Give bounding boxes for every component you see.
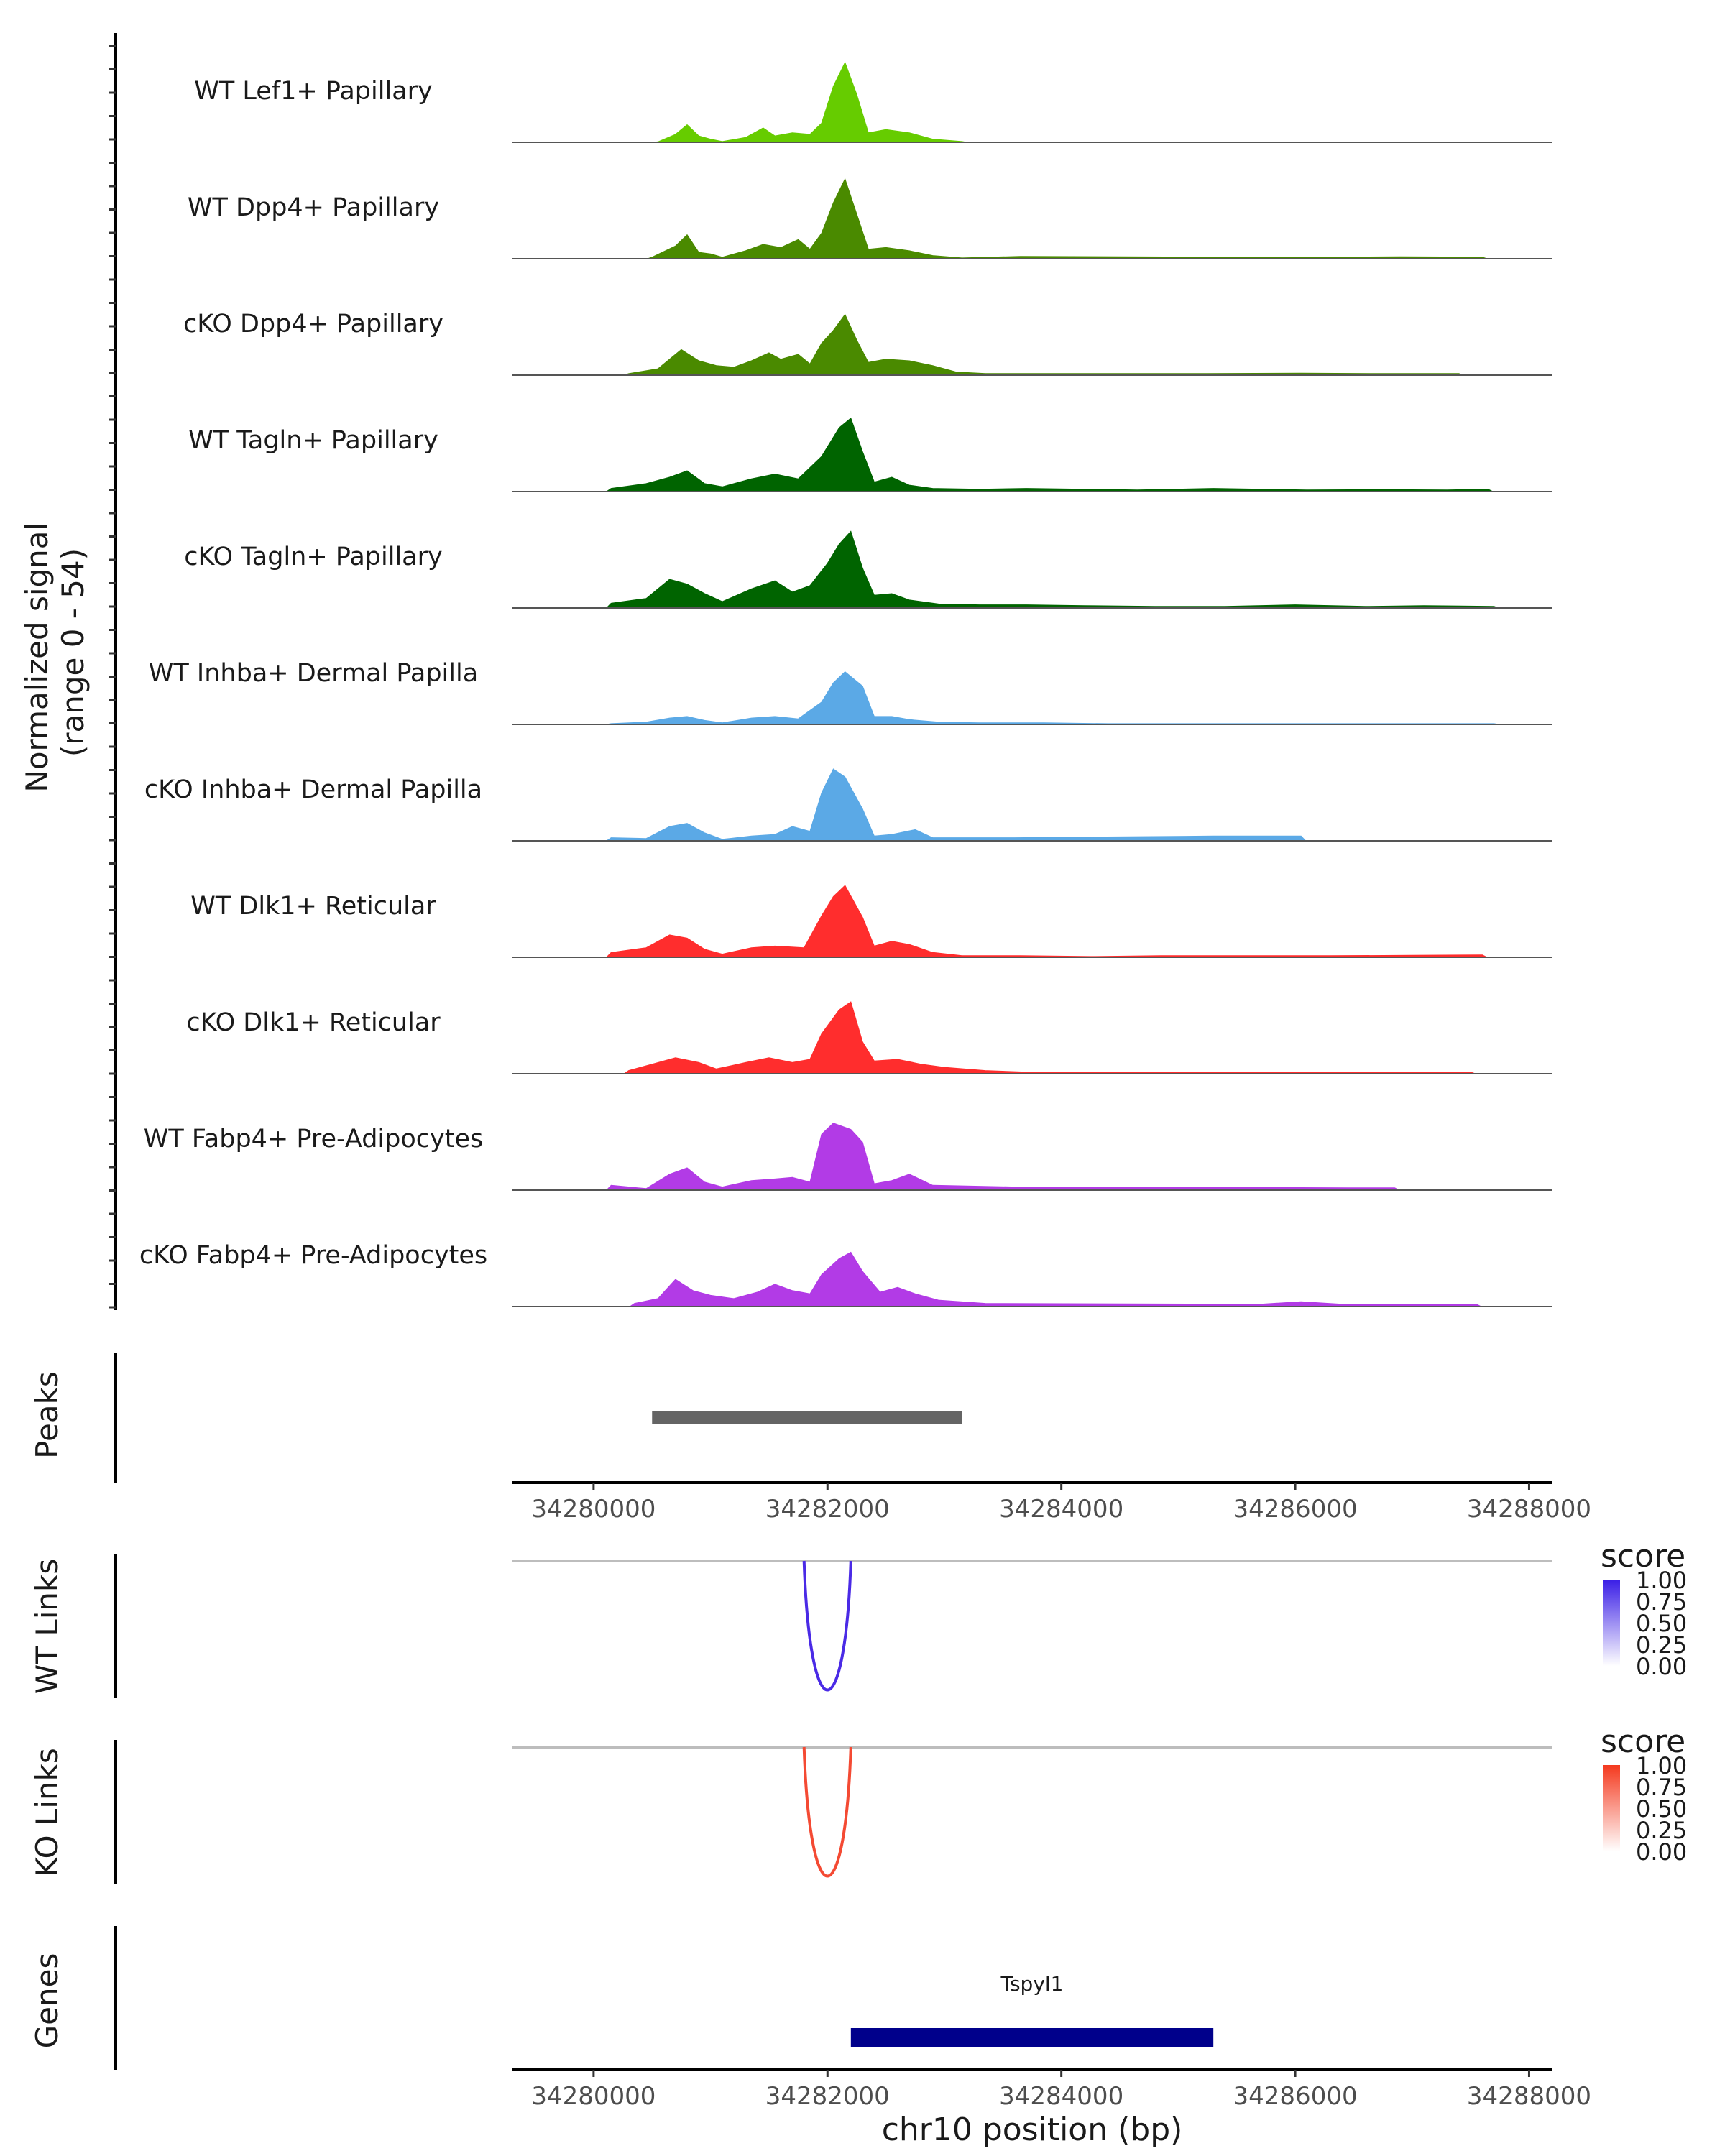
coverage-area	[653, 61, 967, 143]
score-legend-tick-label: 1.00	[1636, 1752, 1687, 1779]
coverage-track: cKO Tagln+ Papillary	[184, 530, 1552, 609]
x-axis-tick-label: 34280000	[531, 1495, 656, 1524]
x-axis-tick-label: 34286000	[1233, 2082, 1358, 2111]
coverage-area	[628, 1251, 1482, 1307]
x-axis-tick-label: 34286000	[1233, 1495, 1358, 1524]
gene-body	[850, 2028, 1214, 2047]
coverage-track-label: cKO Dlk1+ Reticular	[186, 1008, 441, 1037]
coverage-area	[606, 671, 1499, 725]
coverage-track-label: cKO Inhba+ Dermal Papilla	[144, 775, 482, 804]
coverage-track: WT Lef1+ Papillary	[194, 61, 1552, 143]
x-axis-tick-label: 34288000	[1467, 2082, 1591, 2111]
score-legend-tick-label: 0.25	[1636, 1631, 1687, 1659]
coverage-track: WT Tagln+ Papillary	[188, 417, 1552, 492]
coverage-track-label: cKO Tagln+ Papillary	[184, 543, 443, 571]
x-axis-tick-label: 34282000	[765, 1495, 890, 1524]
coverage-track: WT Dpp4+ Papillary	[188, 178, 1552, 259]
coverage-area	[605, 417, 1494, 492]
coverage-track-label: WT Inhba+ Dermal Papilla	[149, 659, 478, 688]
score-legend-tick-label: 0.00	[1636, 1653, 1687, 1680]
coverage-track-label: WT Tagln+ Papillary	[188, 426, 438, 455]
score-legend-tick-label: 0.50	[1636, 1795, 1687, 1823]
coverage-track: cKO Dpp4+ Papillary	[183, 310, 1552, 376]
coverage-track: WT Dlk1+ Reticular	[190, 885, 1552, 958]
coverage-track-label: WT Lef1+ Papillary	[194, 77, 433, 106]
coverage-track: WT Fabp4+ Pre-Adipocytes	[144, 1123, 1552, 1191]
coverage-y-axis-label-line2: (range 0 - 54)	[55, 548, 91, 757]
score-legend-colorbar	[1603, 1580, 1620, 1666]
peaks-track	[652, 1411, 962, 1424]
coverage-area	[605, 768, 1307, 842]
coverage-track-label: cKO Fabp4+ Pre-Adipocytes	[139, 1241, 487, 1270]
score-legend-title: score	[1601, 1538, 1685, 1575]
gene-label: Tspyl1	[1000, 1972, 1064, 1996]
x-axis-bottom-ticks: 34280000 34282000 34284000 34286000 34288000	[531, 2070, 1591, 2111]
coverage-area	[622, 1001, 1476, 1074]
coverage-area	[624, 313, 1464, 376]
coverage-track: cKO Fabp4+ Pre-Adipocytes	[139, 1241, 1552, 1307]
coverage-area	[605, 885, 1488, 958]
x-axis-tick-label: 34284000	[999, 1495, 1123, 1524]
genes-track: Tspyl1 ×	[848, 1972, 1214, 2050]
ko-link-arc	[802, 1746, 852, 1878]
x-axis-tick-label: 34280000	[531, 2082, 656, 2111]
coverage-track: WT Inhba+ Dermal Papilla	[149, 659, 1552, 725]
coverage-area	[647, 178, 1488, 259]
coverage-tracks: WT Lef1+ Papillary WT Dpp4+ Papillary cKO …	[139, 61, 1552, 1307]
ko-links-track-label: KO Links	[29, 1748, 65, 1877]
x-axis-label: chr10 position (bp)	[882, 2111, 1183, 2148]
gene-strand-marker: ×	[848, 2024, 866, 2050]
score-legend-title: score	[1601, 1723, 1685, 1760]
wt-links-track-label: WT Links	[29, 1559, 65, 1694]
coverage-area	[605, 1123, 1400, 1191]
coverage-track: cKO Inhba+ Dermal Papilla	[144, 768, 1552, 842]
coverage-track-label: WT Dpp4+ Papillary	[188, 193, 439, 222]
score-legend-tick-label: 1.00	[1636, 1567, 1687, 1594]
peaks-track-label: Peaks	[29, 1371, 65, 1459]
coverage-y-axis-ticks	[109, 45, 116, 1309]
x-axis-tick-label: 34284000	[999, 2082, 1123, 2111]
coverage-track-label: cKO Dpp4+ Papillary	[183, 310, 443, 338]
score-legend-tick-label: 0.00	[1636, 1838, 1687, 1866]
coverage-y-axis-label-line1: Normalized signal	[19, 522, 55, 793]
score-legend-tick-label: 0.25	[1636, 1817, 1687, 1844]
wt-link-arc	[802, 1560, 852, 1692]
coverage-area	[605, 530, 1499, 609]
coverage-y-axis-label: Normalized signal (range 0 - 54)	[19, 512, 91, 792]
score-legend-tick-label: 0.50	[1636, 1610, 1687, 1637]
coverage-track: cKO Dlk1+ Reticular	[186, 1001, 1552, 1074]
genes-track-label: Genes	[29, 1953, 65, 2049]
x-axis-top-ticks: 34280000 34282000 34284000 34286000 34288000	[531, 1483, 1591, 1524]
coverage-track-label: WT Fabp4+ Pre-Adipocytes	[144, 1125, 483, 1153]
score-legends: score1.000.750.500.250.00score1.000.750.…	[1601, 1538, 1687, 1866]
score-legend-tick-label: 0.75	[1636, 1588, 1687, 1616]
peak-region	[652, 1411, 962, 1424]
score-legend-colorbar	[1603, 1765, 1620, 1851]
score-legend-tick-label: 0.75	[1636, 1774, 1687, 1801]
coverage-track-label: WT Dlk1+ Reticular	[190, 892, 436, 921]
x-axis-tick-label: 34282000	[765, 2082, 890, 2111]
x-axis-tick-label: 34288000	[1467, 1495, 1591, 1524]
